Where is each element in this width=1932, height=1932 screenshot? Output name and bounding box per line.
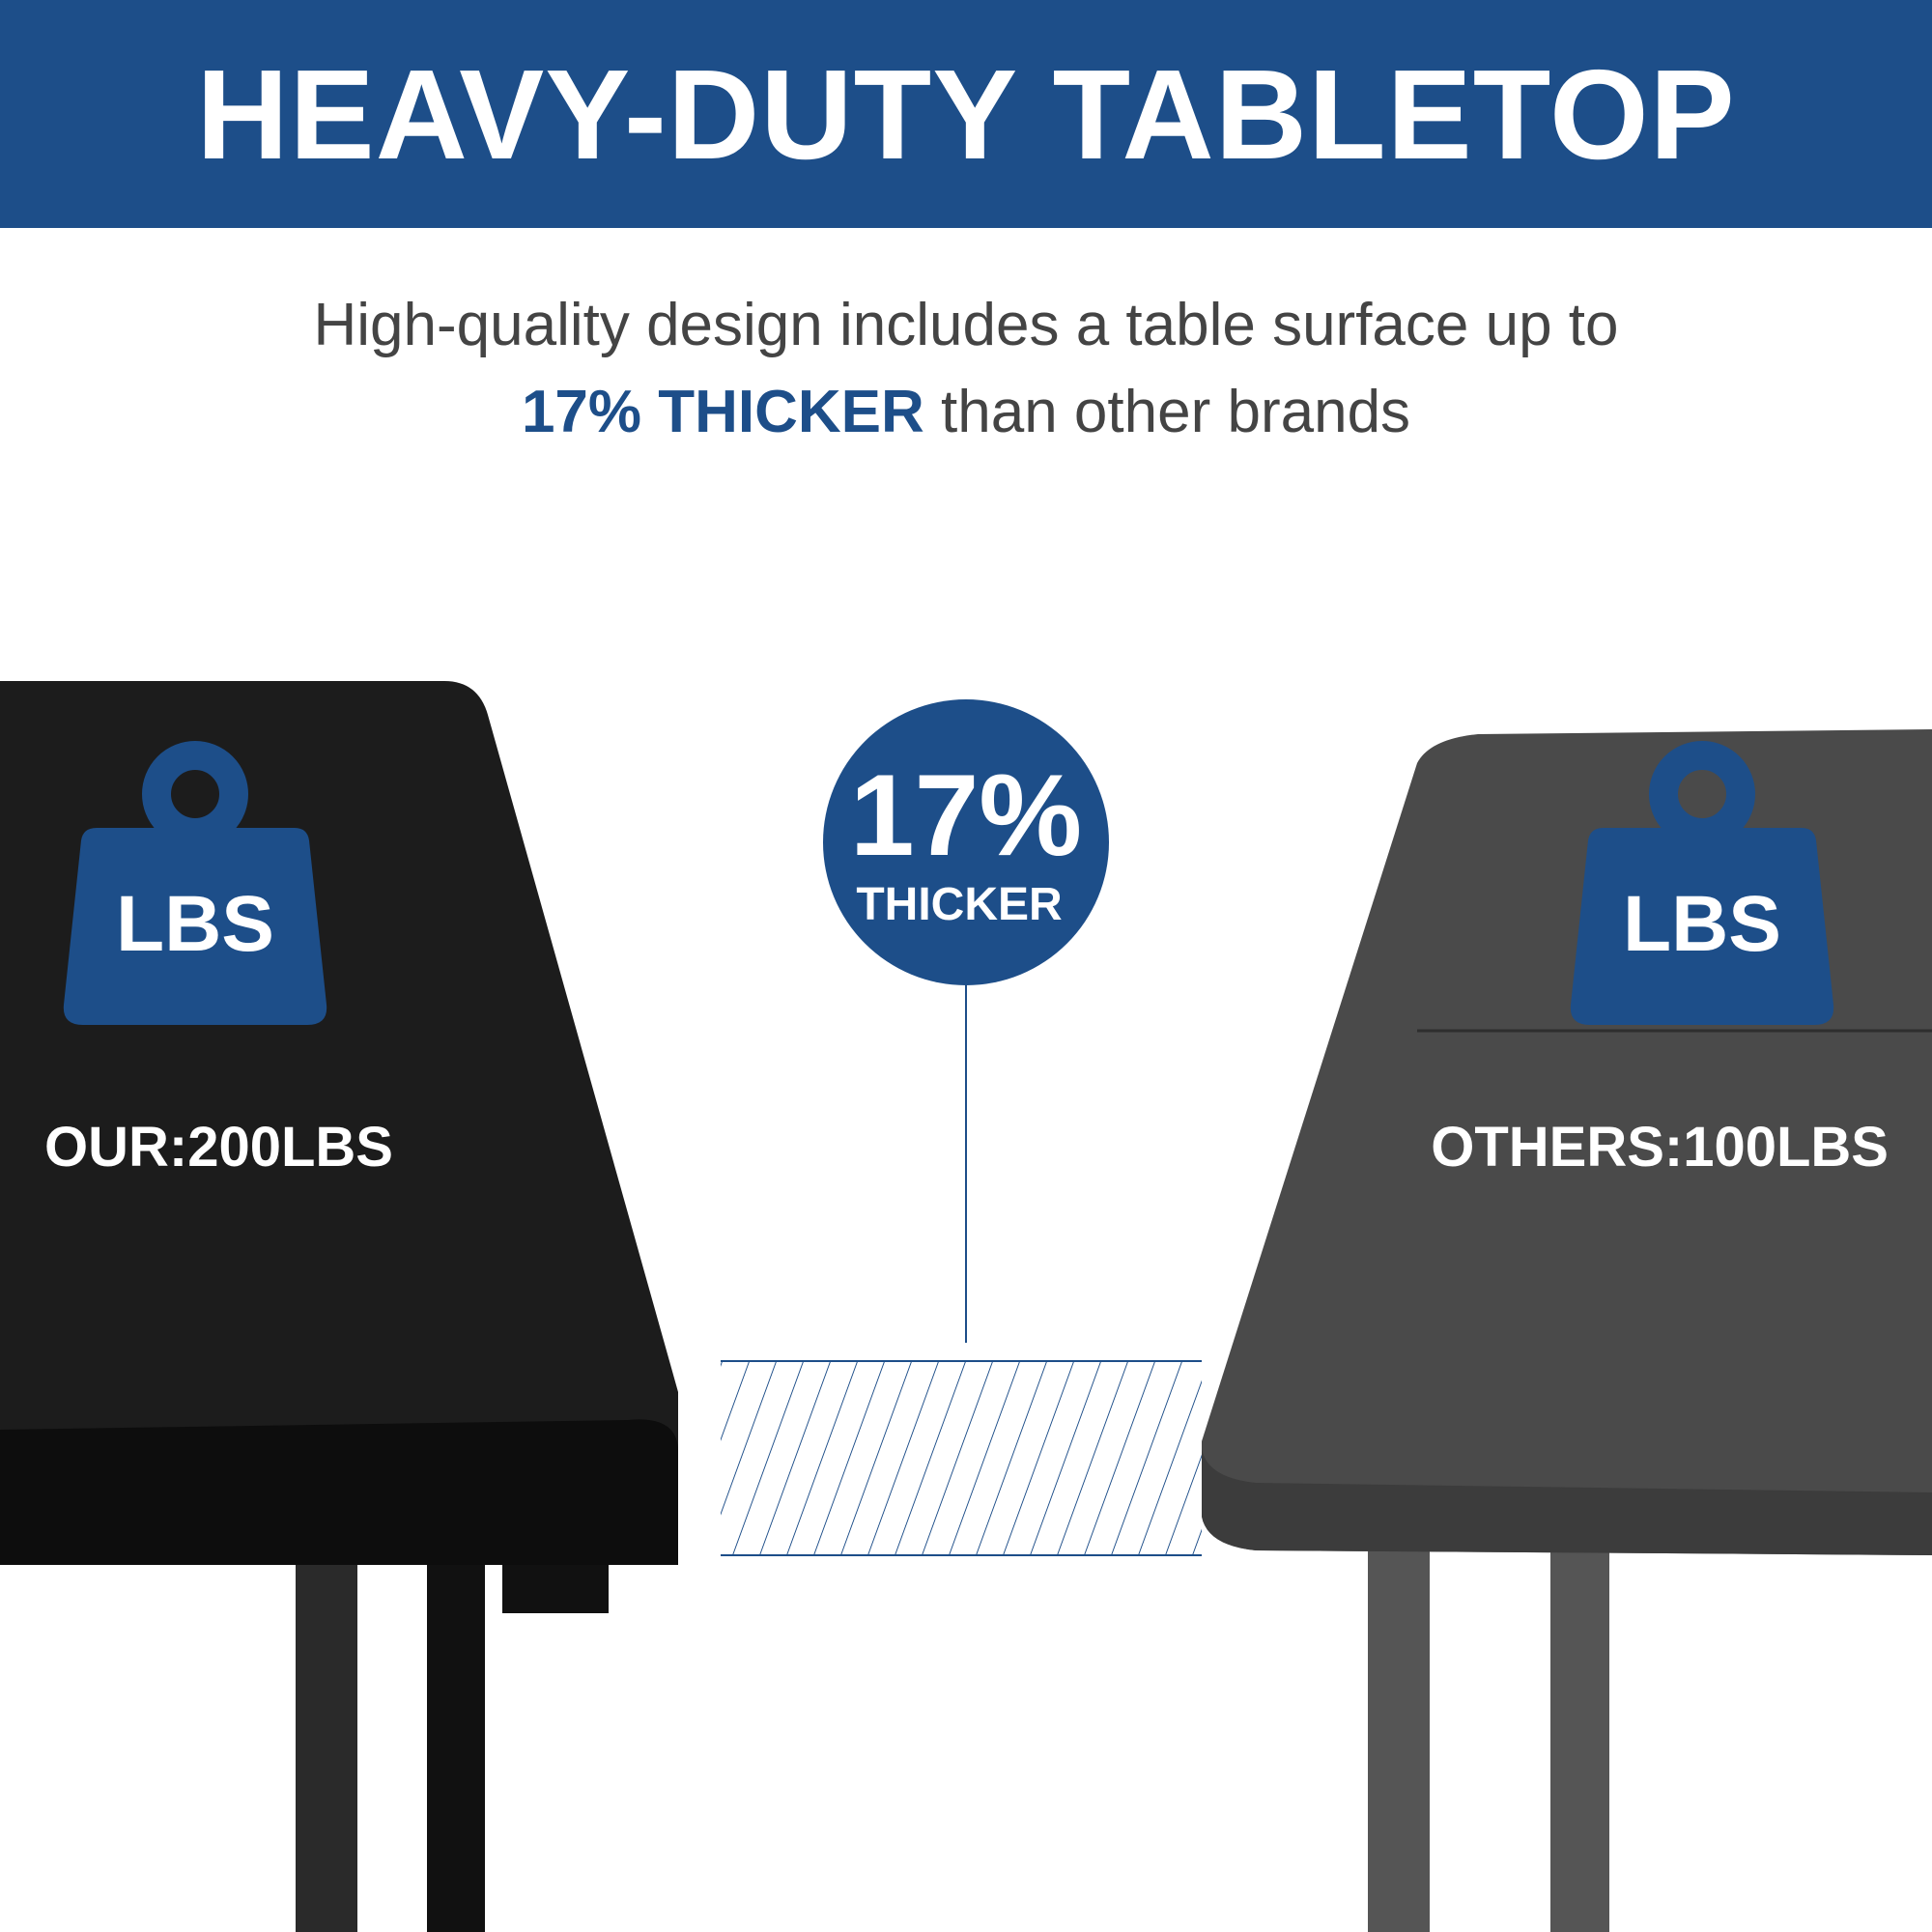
subtitle-line-1: High-quality design includes a table sur… xyxy=(313,292,1619,358)
our-weight-label: LBS xyxy=(116,880,274,968)
thickness-hatch xyxy=(721,1360,1202,1556)
thicker-badge xyxy=(823,699,1109,985)
subtitle-highlight: 17% THICKER xyxy=(521,379,924,445)
badge-percent: 17% xyxy=(850,751,1082,880)
subtitle: High-quality design includes a table sur… xyxy=(0,282,1932,456)
weight-icon xyxy=(63,741,327,1025)
subtitle-line-2: 17% THICKER than other brands xyxy=(521,379,1411,445)
badge-label: THICKER xyxy=(856,879,1062,930)
other-weight-label: LBS xyxy=(1623,880,1781,968)
page-title: HEAVY-DUTY TABLETOP xyxy=(196,43,1736,185)
weight-icon xyxy=(1570,741,1834,1025)
header-banner: HEAVY-DUTY TABLETOP xyxy=(0,0,1932,228)
our-capacity: OUR:200LBS xyxy=(44,1116,393,1179)
other-capacity: OTHERS:100LBS xyxy=(1431,1116,1889,1179)
